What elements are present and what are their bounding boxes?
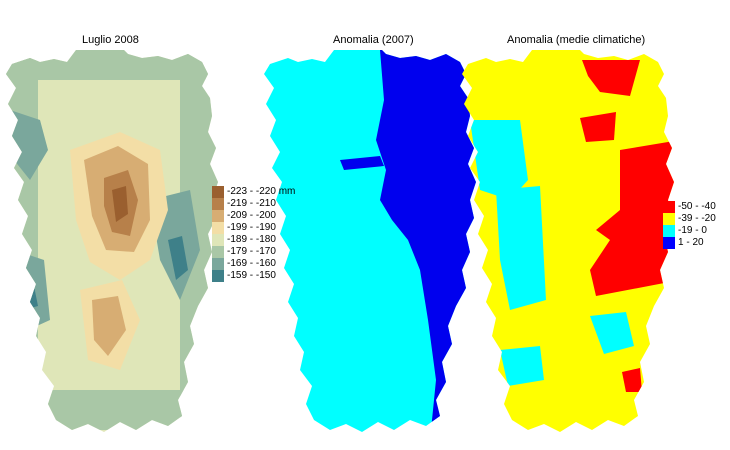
legend-label: -50 - -40 [678, 201, 716, 212]
legend-swatch [212, 222, 224, 234]
map1-south-mid [92, 296, 126, 356]
legend-label: -19 - 0 [678, 225, 707, 236]
legend-item: -39 - -20 [663, 213, 716, 225]
map3-red-north [582, 60, 640, 96]
legend-item: -19 - 0 [663, 225, 716, 237]
map3-cyan-west [496, 186, 546, 310]
legend-swatch [663, 201, 675, 213]
panel-title-anomaly-2007: Anomalia (2007) [333, 34, 414, 46]
legend-swatch [663, 213, 675, 225]
legend-label: -169 - -160 [227, 258, 276, 269]
map1-west-patch [10, 110, 48, 180]
legend-swatch [212, 210, 224, 222]
legend-item: -159 - -150 [212, 270, 295, 282]
map2-blue-streak [340, 156, 384, 170]
map3-red-east [590, 140, 674, 296]
map3-cyan-sw [500, 346, 544, 386]
legend-item: -209 - -200 [212, 210, 295, 222]
legend-label: -223 - -220 mm [227, 186, 296, 197]
legend-item: -189 - -180 [212, 234, 295, 246]
legend-item: 1 - 20 [663, 237, 716, 249]
legend-swatch [212, 246, 224, 258]
map1-south-coast-band [6, 390, 218, 430]
legend-swatch [212, 258, 224, 270]
panel-title-july-2008: Luglio 2008 [82, 34, 139, 46]
map3-cyan-nw [470, 120, 528, 200]
legend-label: 1 - 20 [678, 237, 704, 248]
legend-luglio-2008: -223 - -220 mm -219 - -210 -209 - -200 -199… [212, 186, 295, 282]
legend-label: -39 - -20 [678, 213, 716, 224]
map3-red-northeast [580, 112, 616, 142]
legend-label: -179 - -170 [227, 246, 276, 257]
map1-central-darkest [112, 186, 128, 222]
map-anomalia-climatiche [462, 50, 674, 432]
legend-item: -223 - -220 mm [212, 186, 295, 198]
legend-item: -169 - -160 [212, 258, 295, 270]
legend-swatch [663, 237, 675, 249]
map3-red-south [622, 368, 642, 392]
legend-label: -159 - -150 [227, 270, 276, 281]
legend-item: -50 - -40 [663, 201, 716, 213]
legend-label: -189 - -180 [227, 234, 276, 245]
panel-title-anomaly-climate: Anomalia (medie climatiche) [507, 34, 646, 46]
legend-item: -199 - -190 [212, 222, 295, 234]
legend-swatch [663, 225, 675, 237]
legend-item: -179 - -170 [212, 246, 295, 258]
map3-cyan-south [590, 312, 634, 354]
legend-label: -199 - -190 [227, 222, 276, 233]
map-luglio-2008 [6, 50, 218, 432]
map1-dark-patch [168, 236, 188, 280]
legend-item: -219 - -210 [212, 198, 295, 210]
legend-swatch [212, 234, 224, 246]
legend-label: -209 - -200 [227, 210, 276, 221]
map1-west-coast-band [6, 50, 38, 432]
map1-north-coast-band [6, 50, 218, 80]
legend-swatch [212, 186, 224, 198]
legend-swatch [212, 198, 224, 210]
legend-swatch [212, 270, 224, 282]
legend-label: -219 - -210 [227, 198, 276, 209]
